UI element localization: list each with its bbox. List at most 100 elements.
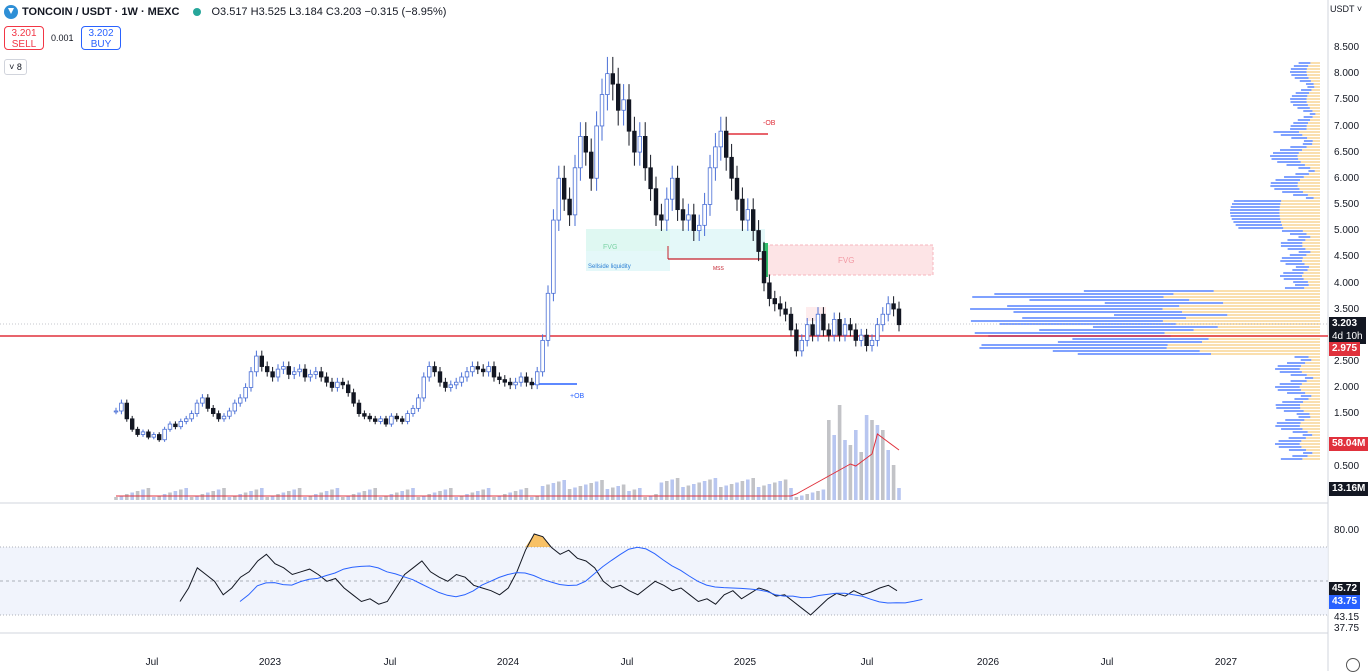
volume-profile-bar-buy	[1277, 161, 1301, 163]
volume-bar	[659, 482, 664, 500]
candle-body	[437, 371, 443, 383]
fvg-zone-bearish	[764, 244, 934, 276]
volume-profile-bar-sell	[1302, 149, 1320, 151]
volume-profile-bar-sell	[1300, 365, 1320, 367]
volume-bar	[767, 484, 772, 500]
volume-bar	[530, 497, 534, 500]
volume-profile-bar-buy	[1302, 434, 1313, 436]
candle-body	[248, 371, 254, 388]
volume-profile-bar-sell	[1310, 80, 1320, 82]
volume-profile-bar-sell	[1312, 143, 1320, 145]
volume-profile-bar-buy	[1303, 452, 1313, 454]
bullish-ob-label: +OB	[570, 393, 585, 400]
volume-bar	[524, 488, 529, 500]
candle-body	[745, 209, 750, 221]
volume-profile-bar-sell	[1279, 209, 1320, 211]
volume-bar	[827, 420, 831, 500]
time-tick-label: Jul	[384, 657, 397, 668]
time-tick-label: 2027	[1215, 657, 1238, 668]
volume-bar	[708, 479, 712, 500]
volume-profile-bar-buy	[1292, 455, 1308, 457]
time-axis[interactable]: Jul 2023 Jul 2024 Jul 2025 Jul 2026 Jul 2027	[146, 657, 1238, 668]
volume-profile-bar-buy	[1013, 311, 1183, 313]
indicators-toggle-button[interactable]: ˅ 8	[4, 59, 27, 75]
candle-body	[313, 371, 318, 375]
volume-profile-bar-sell	[1302, 428, 1320, 430]
volume-profile-bar-sell	[1307, 104, 1320, 106]
candle-body	[837, 319, 842, 336]
candle-body	[724, 130, 729, 158]
candle-body	[200, 397, 205, 404]
candle-body	[227, 410, 232, 417]
volume-profile-bar-sell	[1281, 221, 1320, 223]
volume-bar	[351, 494, 356, 500]
volume-bar	[125, 494, 129, 500]
axis-currency-select[interactable]: USDT ˅	[1330, 4, 1362, 14]
volume-profile-bar-buy	[1294, 356, 1309, 358]
candle-body	[281, 366, 286, 370]
price-tick-label: 7.000	[1334, 121, 1359, 132]
volume-bar	[837, 405, 842, 500]
settings-gear-icon[interactable]	[1346, 658, 1360, 672]
candle-body	[502, 379, 507, 383]
volume-profile-bar-sell	[1297, 185, 1320, 187]
volume-profile-bar-buy	[1290, 374, 1307, 376]
candle-body	[513, 381, 518, 386]
volume-bar	[260, 488, 264, 500]
candle-body	[853, 329, 858, 341]
volume-profile-bar-buy	[1277, 365, 1301, 367]
volume-bar	[427, 494, 431, 500]
volume-profile-bar-buy	[1293, 122, 1308, 124]
candle-body	[772, 298, 777, 305]
volume-profile-bar-sell	[1306, 125, 1320, 127]
volume-bar	[292, 489, 296, 500]
symbol-title[interactable]: TONCOIN / USDT · 1W · MEXC	[22, 6, 180, 18]
candle-body	[859, 334, 864, 341]
volume-profile-bar-sell	[1301, 440, 1320, 442]
candle-body	[135, 428, 140, 435]
volume-bar	[875, 425, 880, 500]
candle-body	[221, 415, 227, 420]
volume-profile-bar-buy	[972, 296, 1164, 298]
volume-profile-bar-buy	[1303, 116, 1313, 118]
volume-profile-bar-sell	[1163, 296, 1320, 298]
candle-body	[637, 136, 642, 153]
rsi-ma-label: 43.75	[1329, 595, 1361, 609]
buy-button[interactable]: 3.202 BUY	[81, 26, 121, 50]
volume-profile-bar-sell	[1306, 233, 1320, 235]
volume-bar	[751, 478, 755, 500]
volume-profile-bar-buy	[1284, 176, 1304, 178]
chart-header: TONCOIN / USDT · 1W · MEXC O3.517 H3.525…	[0, 0, 1320, 24]
volume-bar	[621, 484, 626, 500]
volume-profile-bar-buy	[1298, 251, 1311, 253]
candle-body	[345, 384, 351, 394]
volume-bar	[335, 488, 340, 500]
volume-profile-bar-sell	[1299, 386, 1320, 388]
candle-body	[648, 167, 653, 190]
volume-bar	[368, 489, 372, 500]
volume-bar	[443, 489, 448, 500]
volume-profile-bar-sell	[1166, 347, 1320, 349]
volume-profile-bar-buy	[1287, 392, 1306, 394]
fvg-zone-bullish	[586, 229, 670, 251]
volume-bar	[870, 420, 874, 500]
volume-bar	[449, 488, 453, 500]
volume-profile-bar-sell	[1312, 110, 1320, 112]
volume-profile-bar-sell	[1302, 230, 1320, 232]
volume-profile-bar-buy	[1293, 194, 1308, 196]
volume-profile-bar-buy	[1077, 353, 1211, 355]
volume-profile-bar-sell	[1307, 455, 1320, 457]
candle-body	[670, 177, 675, 200]
market-open-status-icon	[193, 8, 202, 16]
current-price-label: 3.203 4d 10h	[1329, 317, 1366, 344]
sell-button[interactable]: 3.201 SELL	[4, 26, 44, 50]
volume-profile-bar-buy	[1295, 284, 1309, 286]
price-axis[interactable]: 8.500 8.000 7.500 7.000 6.500 6.000 5.500 5.000…	[1334, 42, 1359, 472]
candle-body	[572, 167, 578, 216]
volume-bar	[114, 497, 118, 500]
volume-profile-bar-buy	[1297, 119, 1311, 121]
volume-bar	[783, 479, 788, 500]
candle-body	[335, 381, 340, 388]
